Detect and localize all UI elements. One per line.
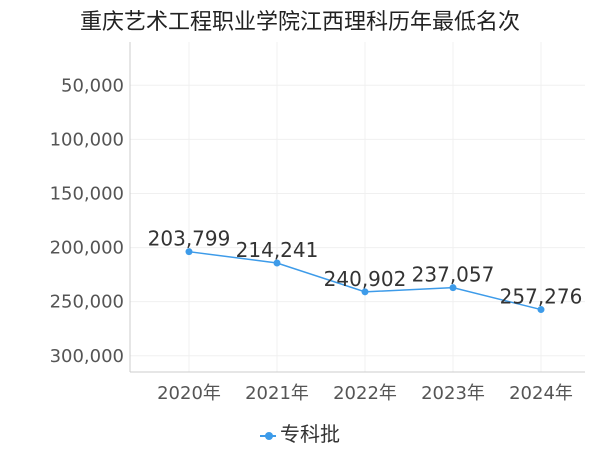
legend-line-icon (260, 431, 276, 440)
y-tick-label: 200,000 (50, 238, 124, 259)
legend-dot-icon (265, 431, 273, 440)
y-tick-label: 50,000 (61, 75, 124, 96)
series-group (185, 248, 545, 314)
data-label: 257,276 (500, 285, 583, 309)
axes (129, 42, 585, 373)
data-point[interactable] (273, 259, 281, 267)
legend-label: 专科批 (280, 422, 340, 446)
data-point[interactable] (361, 288, 369, 296)
data-point[interactable] (537, 306, 545, 314)
x-tick-label: 2023年 (421, 383, 485, 404)
y-tick-label: 300,000 (50, 346, 124, 367)
y-tick-label: 250,000 (50, 292, 124, 313)
y-tick-label: 150,000 (50, 183, 124, 204)
data-point[interactable] (449, 284, 457, 292)
data-label: 240,902 (324, 267, 407, 291)
data-point[interactable] (185, 248, 193, 256)
legend[interactable]: 专科批 (0, 418, 600, 447)
x-tick-label: 2020年 (157, 383, 221, 404)
x-axis-ticks: 2020年 2021年 2022年 2023年 2024年 (157, 383, 573, 404)
data-label: 237,057 (412, 263, 495, 287)
x-tick-label: 2024年 (509, 383, 573, 404)
data-label: 214,241 (236, 238, 319, 262)
y-axis-ticks: 50,000 100,000 150,000 200,000 250,000 300,00… (50, 75, 124, 366)
grid-lines (130, 42, 585, 372)
data-label: 203,799 (148, 227, 231, 251)
y-tick-label: 100,000 (50, 129, 124, 150)
x-tick-label: 2022年 (333, 383, 397, 404)
chart-title: 重庆艺术工程职业学院江西理科历年最低名次 (79, 10, 520, 35)
x-tick-label: 2021年 (245, 383, 309, 404)
